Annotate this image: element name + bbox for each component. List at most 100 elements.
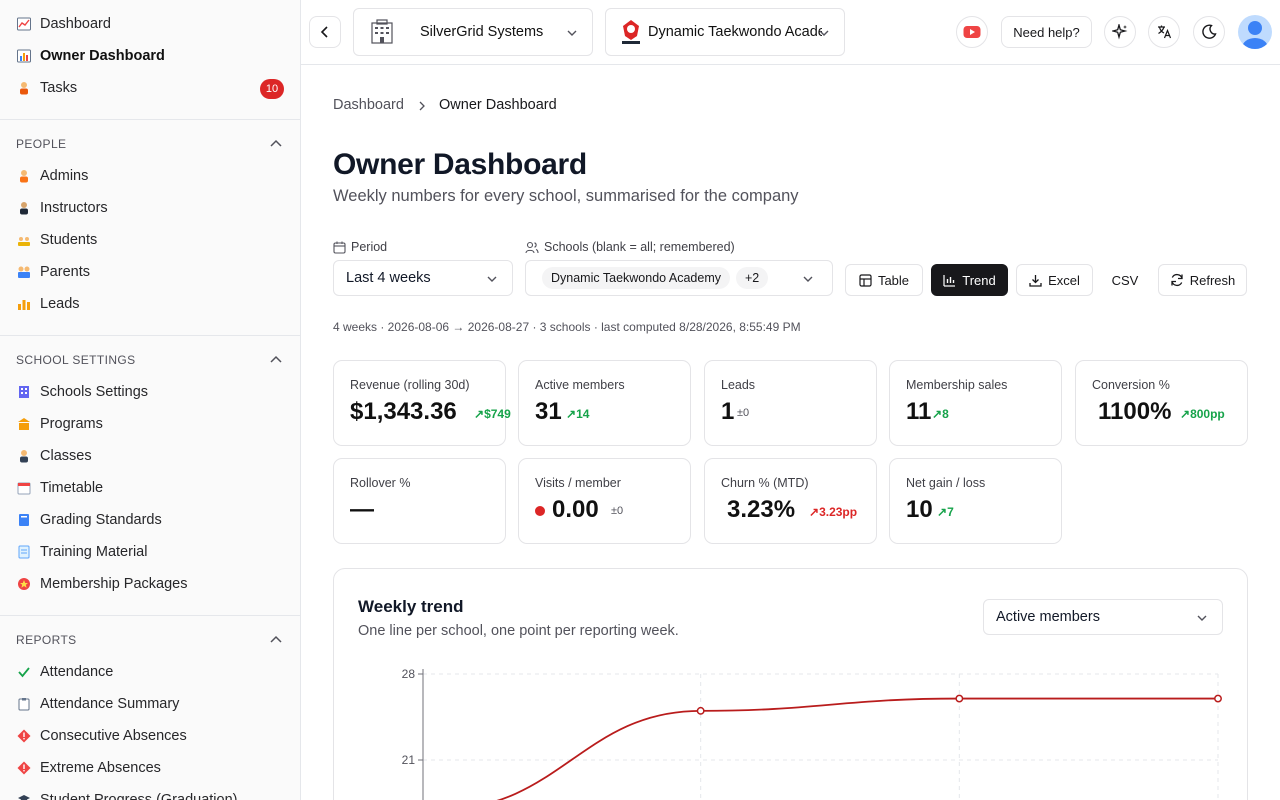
users-icon	[525, 241, 539, 253]
schools-multiselect[interactable]: Dynamic Taekwondo Academy +2	[525, 260, 833, 296]
kpi-delta: ±0	[737, 407, 750, 419]
kpi-card-leads: Leads 1 ±0	[704, 360, 877, 446]
sidebar-item-label: Programs	[40, 416, 103, 432]
sidebar-item-label: Dashboard	[40, 16, 111, 32]
section-label-people: PEOPLE	[16, 137, 67, 151]
kpi-card-net-gain: Net gain / loss 10 ↗7	[889, 458, 1062, 544]
trend-up-icon: ↗	[566, 407, 577, 421]
refresh-button[interactable]: Refresh	[1158, 264, 1247, 296]
sidebar-item-students[interactable]: Students	[0, 224, 300, 256]
chevron-down-icon	[819, 30, 829, 36]
kpi-delta-value: $749	[484, 407, 511, 421]
sidebar-item-label: Owner Dashboard	[40, 48, 165, 64]
sidebar-item-attendance-summary[interactable]: Attendance Summary	[0, 688, 300, 720]
sidebar-item-dashboard[interactable]: Dashboard	[0, 8, 300, 40]
sidebar-item-label: Attendance Summary	[40, 696, 180, 712]
kpi-delta-value: 14	[576, 407, 590, 421]
translate-icon	[1158, 25, 1172, 39]
sidebar-item-label: Classes	[40, 448, 92, 464]
star-badge-icon	[16, 576, 32, 592]
sidebar-item-label: Parents	[40, 264, 90, 280]
sidebar-item-owner-dashboard[interactable]: Owner Dashboard	[0, 40, 300, 72]
sidebar-item-label: Tasks	[40, 80, 78, 96]
sidebar-item-extreme-absences[interactable]: Extreme Absences	[0, 752, 300, 784]
kpi-card-visits-per-member: Visits / member 0.00 ±0	[518, 458, 691, 544]
sidebar-item-programs[interactable]: Programs	[0, 408, 300, 440]
sidebar-item-label: Student Progress (Graduation)	[40, 792, 238, 800]
collapse-sidebar-button[interactable]	[309, 16, 341, 48]
refresh-icon	[1171, 273, 1183, 287]
kpi-label: Churn % (MTD)	[721, 476, 809, 490]
sidebar: Dashboard Owner Dashboard Tasks 10 PEOPL…	[0, 0, 301, 800]
youtube-button[interactable]	[956, 16, 988, 48]
kpi-delta: ↗14	[566, 407, 589, 421]
tasks-count-badge: 10	[260, 79, 284, 99]
sidebar-item-student-progress[interactable]: Student Progress (Graduation)	[0, 784, 300, 800]
sidebar-item-label: Membership Packages	[40, 576, 188, 592]
refresh-label: Refresh	[1189, 272, 1236, 288]
section-label-school-settings: SCHOOL SETTINGS	[16, 353, 136, 367]
company-select[interactable]: SilverGrid Systems	[353, 8, 593, 56]
y-tick-label: 28	[402, 667, 416, 681]
excel-export-button[interactable]: Excel	[1016, 264, 1093, 296]
breadcrumb-dashboard[interactable]: Dashboard	[333, 97, 404, 113]
trend-view-button[interactable]: Trend	[931, 264, 1008, 296]
table-label: Table	[877, 272, 910, 288]
sidebar-item-training-material[interactable]: Training Material	[0, 536, 300, 568]
sidebar-item-instructors[interactable]: Instructors	[0, 192, 300, 224]
sidebar-item-grading-standards[interactable]: Grading Standards	[0, 504, 300, 536]
sidebar-item-attendance[interactable]: Attendance	[0, 656, 300, 688]
csv-export-button[interactable]: CSV	[1100, 264, 1150, 296]
ai-assistant-button[interactable]	[1104, 16, 1136, 48]
avatar[interactable]	[1238, 15, 1272, 49]
kpi-card-active-members: Active members 31 ↗14	[518, 360, 691, 446]
kpi-delta: ↗8	[932, 407, 949, 421]
period-select[interactable]: Last 4 weeks	[333, 260, 513, 296]
sidebar-item-schools-settings[interactable]: Schools Settings	[0, 376, 300, 408]
school-logo-icon	[622, 20, 640, 44]
sidebar-item-membership-packages[interactable]: Membership Packages	[0, 568, 300, 600]
kpi-delta-value: 3.23pp	[819, 505, 858, 519]
building-icon	[371, 19, 393, 44]
table-icon	[859, 273, 872, 287]
chevron-up-icon[interactable]	[268, 632, 284, 648]
school-chip[interactable]: Dynamic Taekwondo Academy	[542, 267, 730, 289]
kpi-delta-value: 800pp	[1190, 407, 1225, 421]
sidebar-item-label: Leads	[40, 296, 80, 312]
trend-metric-select[interactable]: Active members	[983, 599, 1223, 635]
sidebar-item-label: Timetable	[40, 480, 104, 496]
kpi-value: —	[350, 496, 374, 523]
sidebar-item-consecutive-absences[interactable]: Consecutive Absences	[0, 720, 300, 752]
kpi-delta-value: 7	[947, 505, 954, 519]
theme-toggle-button[interactable]	[1193, 16, 1225, 48]
series-line	[496, 697, 1218, 800]
need-help-button[interactable]: Need help?	[1001, 16, 1092, 48]
section-divider	[0, 615, 300, 616]
sidebar-item-timetable[interactable]: Timetable	[0, 472, 300, 504]
sidebar-item-label: Consecutive Absences	[40, 728, 187, 744]
kpi-card-membership-sales: Membership sales 11 ↗8	[889, 360, 1062, 446]
table-view-button[interactable]: Table	[845, 264, 923, 296]
chevron-up-icon[interactable]	[268, 136, 284, 152]
chevron-up-icon[interactable]	[268, 352, 284, 368]
kpi-label: Active members	[535, 378, 625, 392]
sidebar-item-tasks[interactable]: Tasks 10	[0, 72, 300, 104]
section-label-reports: REPORTS	[16, 633, 77, 647]
classes-icon	[16, 448, 32, 464]
chevron-down-icon	[1197, 615, 1207, 621]
sidebar-item-classes[interactable]: Classes	[0, 440, 300, 472]
warning-icon	[16, 760, 32, 776]
language-button[interactable]	[1148, 16, 1180, 48]
status-dot	[535, 506, 545, 516]
kpi-delta: ±0	[611, 505, 624, 517]
sidebar-item-parents[interactable]: Parents	[0, 256, 300, 288]
more-schools-chip[interactable]: +2	[736, 267, 769, 289]
section-divider	[0, 119, 300, 120]
chevron-down-icon	[803, 276, 813, 282]
sidebar-item-admins[interactable]: Admins	[0, 160, 300, 192]
sidebar-item-leads[interactable]: Leads	[0, 288, 300, 320]
data-point	[955, 694, 964, 703]
school-select[interactable]: Dynamic Taekwondo Academy	[605, 8, 845, 56]
trend-line-chart: 21 28	[402, 667, 1222, 800]
sidebar-item-label: Attendance	[40, 664, 114, 680]
